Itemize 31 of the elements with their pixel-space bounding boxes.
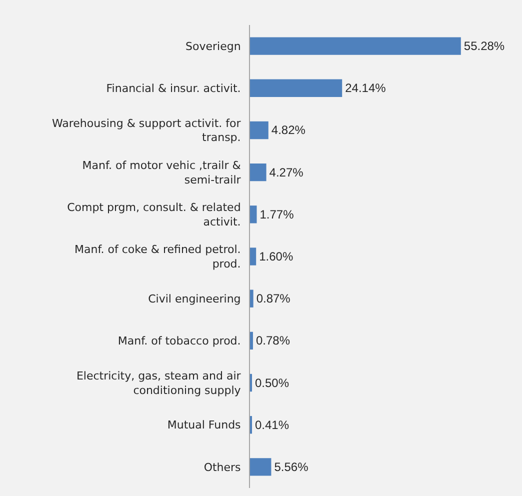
data-label: 0.41% — [255, 418, 290, 432]
bar — [250, 79, 342, 97]
bar — [250, 37, 461, 55]
y-tick-label: Others — [204, 460, 242, 474]
y-tick-label: Compt prgm, consult. & related activit. — [67, 201, 241, 228]
bar — [250, 206, 257, 224]
data-label: 0.78% — [256, 334, 290, 348]
data-label: 4.82% — [271, 123, 306, 138]
data-label: 1.60% — [259, 250, 294, 264]
y-tick-label: Civil engineering — [148, 292, 241, 306]
y-tick-label: Warehousing & support activit. for transp. — [52, 116, 242, 144]
data-label: 24.14% — [345, 81, 386, 96]
y-tick-label: Soveriegn — [186, 40, 241, 53]
y-tick-label: Manf. of coke & refined petrol. prod. — [74, 243, 241, 270]
bar — [250, 290, 254, 308]
data-label: 55.28% — [464, 39, 505, 54]
y-tick-label: Financial & insur. activit. — [106, 82, 241, 95]
bar — [250, 332, 253, 350]
bar — [250, 163, 266, 182]
y-tick-label: Manf. of motor vehic ,trailr & semi-trailr — [82, 159, 242, 186]
y-tick-label: Mutual Funds — [167, 418, 242, 432]
data-label: 5.56% — [274, 460, 309, 474]
y-tick-label: Electricity, gas, steam and air conditioning supply — [76, 369, 242, 397]
bar — [250, 458, 272, 476]
data-label: 0.87% — [256, 292, 291, 306]
bar — [250, 121, 268, 140]
bar — [250, 248, 256, 266]
data-label: 4.27% — [269, 165, 304, 180]
y-tick-label: Manf. of tobacco prod. — [118, 334, 241, 348]
data-label: 1.77% — [260, 207, 294, 222]
data-label: 0.50% — [255, 376, 290, 390]
